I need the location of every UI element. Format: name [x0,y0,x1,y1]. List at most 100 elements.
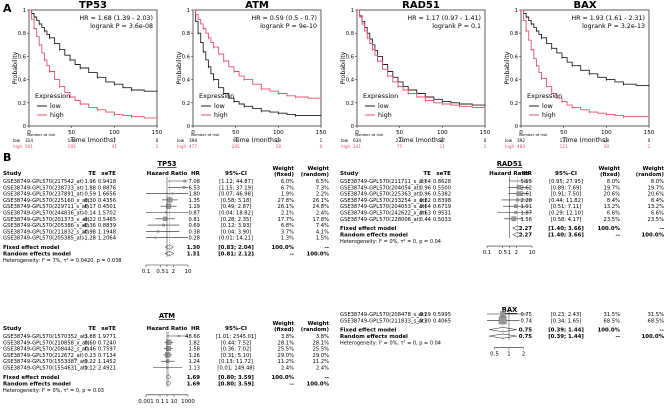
study-weight-random: 31.5% [648,312,665,318]
study-name: GSE38749-GPL570(1553387_at) [3,359,87,365]
study-ci: [0.23; 2.43] [551,312,582,318]
study-name: GSE38749-GPL570(1554631_at) [3,366,87,372]
study-weight-random: 2.4% [316,211,329,217]
study-te: 0.96 [419,192,431,198]
study-sete: 0.5995 [433,312,451,318]
forest-tick-label: 0.001 [138,399,153,405]
risk-low-value: 0 [484,138,487,143]
x-tick-label: 0 [27,130,31,136]
study-te: -0.14 [83,211,97,217]
study-hr: 1.35 [188,198,200,204]
hr-annotation: HR = 1.68 (1.39 - 2.03) [79,15,153,22]
y-tick-label: 1 [187,8,190,14]
legend-label-high: high [542,112,556,119]
study-weight-random: 8.4% [651,198,664,204]
random-effects-ci: [0.81; 2.12] [218,252,254,258]
km-frame [520,9,650,127]
study-weight-random: 28.1% [313,340,330,346]
effect-square [183,179,187,183]
study-weight-random: 3.8% [316,334,329,340]
legend-label-high: high [214,112,228,119]
study-sete: 0.7134 [98,353,117,359]
forest-tick-label: 0.5 [490,352,499,358]
y-axis-label: Probability [12,51,19,84]
study-ci: [0.95; 27.95] [549,179,583,185]
study-hr: 0.75 [520,312,532,318]
study-weight-random: 4.1% [316,229,329,235]
study-name: GSE38749-GPL570(225160_x_at) [3,198,89,204]
y-axis-label: Probability [340,51,347,84]
risk-high-value: 241 [353,144,361,149]
effect-square [171,192,174,195]
study-sete: 0.9418 [98,179,116,185]
fixed-effect-weight-fixed: 100.0% [272,245,295,251]
x-tick-label: 150 [480,130,491,136]
y-tick-label: 0.4 [346,78,355,84]
y-tick-label: 0.2 [18,101,26,107]
effect-square [165,352,171,358]
forest-atm: ATM Study TE seTE Hazard Ratio HR 95%-CI Weight… [3,312,330,405]
fixed-effect-hr: 1.30 [187,245,201,251]
col-header-ci: 95%-CI [225,326,247,332]
random-effects-label: Random effects model [3,252,71,258]
risk-high-value: 30 [604,144,610,149]
study-ci: [0.58; 3.18] [221,198,252,204]
study-name: GSE38749-GPL570(228006_at) [340,217,421,223]
random-effects-label: Random effects model [3,381,71,387]
random-effects-weight-random: 100.0% [642,233,665,239]
legend-label-low: low [50,103,61,110]
risk-low-value: 177 [560,138,568,143]
risk-high-value: 75 [397,144,403,149]
forest-tick-label: 10 [171,399,178,405]
col-header-hazard-ratio: Hazard Ratio [489,171,530,177]
p-annotation: logrank P = 3.6e-08 [90,23,153,30]
random-effects-weight-random: 100.0% [307,252,330,258]
study-name: GSE38749-GPL570(211832_s_at) [3,229,89,235]
study-te: 1.96 [84,179,96,185]
col-header-study: Study [340,171,359,177]
x-axis-label: Time (months) [69,137,115,144]
fixed-effect-label: Fixed effect model [3,375,60,381]
risk-high-value: 205 [232,144,240,149]
fixed-effect-hr: 1.69 [187,375,201,381]
study-hr: 1.26 [188,353,200,359]
study-name: GSE38749-GPL570(242622_x_at) [340,211,426,217]
study-ci: [0.12; 3.93] [221,223,252,229]
study-hr: 1.58 [188,347,200,353]
risk-low-value: 18 [604,138,610,143]
study-te: 0.82 [419,198,431,204]
risk-high-value: 193 [68,144,76,149]
effect-square [514,211,517,214]
study-te: 0.17 [84,204,96,210]
random-effects-hr: 2.27 [519,233,533,239]
study-name: GSE38749-GPL570(205386_s_at) [3,223,89,229]
col-header-weight-random-sub: (random) [636,172,664,178]
col-header-weight-fixed-sub: (fixed) [600,172,620,178]
y-axis-label: Probability [504,51,511,84]
col-header-weight-fixed: Weight [272,166,294,172]
km-title: RAD51 [402,0,440,11]
random-effects-weight-fixed: -- [616,334,620,340]
study-ci: [0.44; 7.52] [221,340,252,346]
panel-label-b: B [3,151,11,164]
forest-tick-label: 0.1 [156,399,165,405]
forest-tick-label: 1000 [181,399,195,405]
km-title: TP53 [79,0,107,11]
col-header-weight-fixed: Weight [272,321,294,327]
study-weight-fixed: 8.0% [607,179,620,185]
risk-low-value: 1 [320,138,323,143]
km-frame [356,9,486,127]
study-ci: [0.07; 46.98] [219,192,253,198]
risk-high-value: 121 [560,144,568,149]
x-axis-label: Time (months) [397,137,443,144]
col-header-weight-random: Weight [307,321,329,327]
study-weight-fixed: 17.7% [278,217,295,223]
effect-square [165,359,170,363]
risk-header: Number at risk [355,132,384,137]
random-effects-weight-random: 100.0% [642,334,665,340]
risk-header: Number at risk [27,132,56,137]
effect-square [182,185,186,189]
col-header-study: Study [3,326,22,332]
study-sete: 0.5382 [433,192,451,198]
